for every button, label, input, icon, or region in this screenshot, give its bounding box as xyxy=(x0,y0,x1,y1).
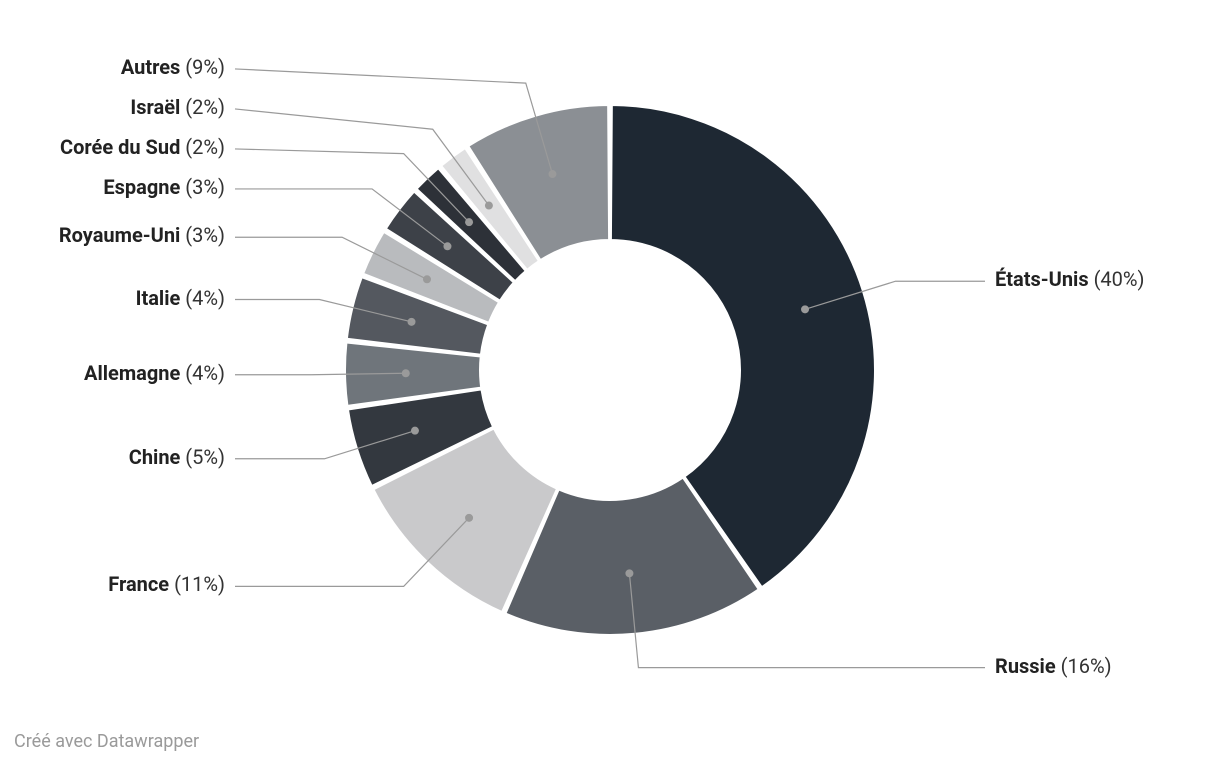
slice-name: Allemagne xyxy=(84,361,180,385)
slice-pct: (11%) xyxy=(174,572,225,596)
slice-pct: (4%) xyxy=(185,361,225,385)
slice-pct: (3%) xyxy=(185,223,225,247)
slice-label: Corée du Sud (2%) xyxy=(60,135,225,159)
slice-name: Autres xyxy=(121,55,181,79)
slice-pct: (2%) xyxy=(185,135,225,159)
leader-dot xyxy=(465,218,473,226)
leader-dot xyxy=(465,514,473,522)
donut-chart: États-Unis (40%) Russie (16%) France (11%)… xyxy=(0,0,1220,766)
leader-dot xyxy=(625,569,633,577)
slice-name: Royaume-Uni xyxy=(59,223,180,247)
leader-dot xyxy=(548,170,556,178)
slice-name: Israël xyxy=(130,95,180,119)
slice-name: Chine xyxy=(129,445,181,469)
slice-label: Autres (9%) xyxy=(121,55,225,79)
slice-pct: (3%) xyxy=(185,175,225,199)
slice-pct: (40%) xyxy=(1094,267,1145,291)
leader-dot xyxy=(408,318,416,326)
slice-label: Allemagne (4%) xyxy=(84,361,225,385)
slice-label: États-Unis (40%) xyxy=(995,267,1145,291)
slice-pct: (2%) xyxy=(185,95,225,119)
slice-name: Italie xyxy=(136,286,181,310)
credit-line: Créé avec Datawrapper xyxy=(14,731,199,752)
slice-label: France (11%) xyxy=(108,572,225,596)
slice-label: Russie (16%) xyxy=(995,654,1112,678)
slice-name: Espagne xyxy=(103,175,180,199)
leader-dot xyxy=(423,275,431,283)
leader-dot xyxy=(402,369,410,377)
leader-dot xyxy=(485,202,493,210)
slice-pct: (4%) xyxy=(185,286,225,310)
leader-dot xyxy=(801,305,809,313)
slice-name: Corée du Sud xyxy=(60,135,180,159)
slice-label: Italie (4%) xyxy=(136,286,225,310)
slice-name: États-Unis xyxy=(995,267,1089,291)
slice-label: Espagne (3%) xyxy=(103,175,225,199)
slice-pct: (16%) xyxy=(1061,654,1112,678)
slice-name: France xyxy=(108,572,169,596)
slice-pct: (5%) xyxy=(185,445,225,469)
slice-label: Royaume-Uni (3%) xyxy=(59,223,225,247)
slice-label: Chine (5%) xyxy=(129,445,225,469)
slice-pct: (9%) xyxy=(185,55,225,79)
leader-dot xyxy=(443,242,451,250)
slice-label: Israël (2%) xyxy=(130,95,225,119)
slice-name: Russie xyxy=(995,654,1056,678)
leader-dot xyxy=(411,427,419,435)
